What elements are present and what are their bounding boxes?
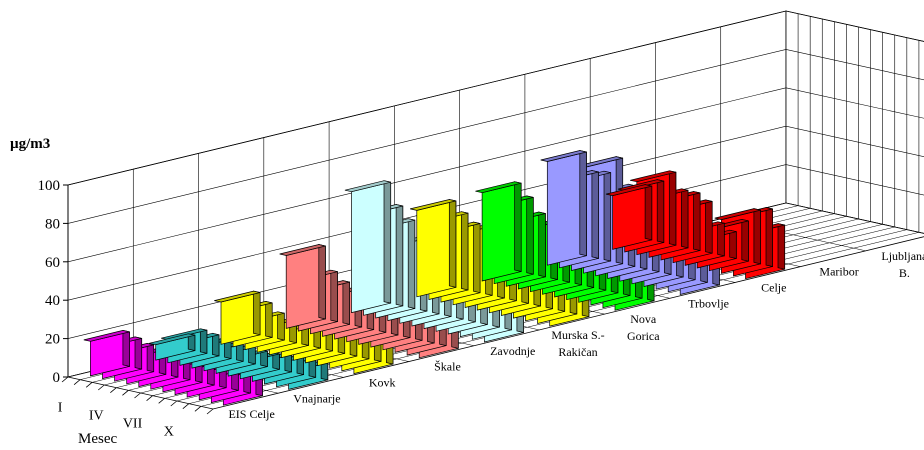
- month-tick-label: VII: [123, 416, 143, 431]
- bar-side: [265, 300, 273, 338]
- month-tick-mark: [97, 384, 105, 391]
- bar-side: [538, 211, 546, 278]
- bar: [605, 184, 653, 250]
- bar-top: [540, 150, 587, 162]
- category-label: Trbovlje: [688, 296, 729, 310]
- bar-top: [83, 330, 130, 342]
- bar-side: [644, 184, 653, 241]
- bar-side: [407, 218, 416, 309]
- month-tick-label: X: [164, 424, 174, 439]
- bar-top: [344, 180, 391, 193]
- bar: [344, 180, 392, 314]
- bar-side: [693, 191, 701, 251]
- category-label: Murska S.-Rakičan: [551, 328, 604, 359]
- bar-side: [395, 204, 404, 307]
- y-tick-label: 100: [38, 178, 61, 194]
- category-label: Maribor: [819, 265, 858, 279]
- month-tick-mark: [194, 406, 202, 412]
- bar-side: [681, 188, 689, 249]
- bar-side: [603, 170, 612, 262]
- bar-side: [777, 223, 786, 270]
- month-tick-mark: [158, 398, 165, 404]
- bar-side: [146, 342, 155, 373]
- bar: [83, 329, 130, 377]
- category-label: Škale: [434, 360, 461, 374]
- bar-side: [526, 195, 534, 275]
- month-tick-mark: [146, 395, 153, 401]
- month-tick-mark: [206, 408, 214, 415]
- category-label: Vnajnarje: [293, 391, 340, 405]
- y-tick-label: 0: [53, 370, 61, 386]
- bar-top: [475, 181, 522, 194]
- bar-side: [729, 229, 737, 259]
- chart-labels: 0 20 40 60 80 100 EIS Celje Vnajnarje Kovk Škale Z…: [38, 178, 924, 439]
- month-tick-mark: [85, 382, 93, 388]
- bar-side: [656, 179, 665, 243]
- x-axis-label: Mesec: [78, 431, 117, 447]
- bar-side: [318, 244, 326, 320]
- bar-side: [717, 221, 725, 257]
- y-tick-label: 80: [45, 216, 60, 232]
- bar-side: [591, 170, 599, 259]
- bar-side: [514, 181, 522, 272]
- chart-bars: [83, 150, 786, 406]
- category-label: Zavodnje: [490, 344, 535, 358]
- bar: [475, 181, 522, 282]
- bar-side: [668, 170, 677, 246]
- y-tick-label: 40: [45, 293, 60, 309]
- category-label: Ljubljana B.: [881, 249, 924, 280]
- bar: [148, 333, 196, 361]
- bar-side: [579, 150, 587, 257]
- bar-side: [342, 280, 350, 325]
- bar-top: [630, 170, 676, 183]
- month-tick-label: I: [58, 400, 63, 415]
- y-axis-label: µg/m3: [10, 136, 50, 152]
- category-label: EIS Celje: [228, 407, 274, 421]
- bar: [540, 150, 587, 266]
- bar-side: [330, 269, 338, 323]
- bar-top: [279, 244, 326, 256]
- bar-side: [277, 311, 285, 341]
- side-wall: [785, 10, 924, 234]
- bar-side: [134, 336, 143, 370]
- bar-side: [741, 218, 749, 262]
- bar-top: [714, 208, 761, 220]
- bar-side: [448, 199, 457, 288]
- month-tick-mark: [110, 387, 117, 393]
- bar-top: [214, 290, 261, 303]
- bar-side: [461, 211, 469, 291]
- bar-side: [765, 207, 773, 267]
- bar-side: [473, 221, 481, 294]
- y-tick-label: 20: [45, 332, 60, 348]
- bar-side: [199, 328, 208, 354]
- category-label: Nova Gorica: [627, 312, 660, 343]
- bar-top: [617, 179, 664, 191]
- month-tick-mark: [134, 392, 141, 399]
- bar-side: [212, 332, 220, 357]
- month-tick-mark: [73, 379, 81, 385]
- month-tick-mark: [170, 400, 178, 407]
- bar-top: [410, 199, 456, 211]
- bar: [410, 199, 457, 298]
- bar-side: [705, 199, 713, 254]
- bar-side: [122, 329, 130, 367]
- bar-side: [253, 290, 261, 336]
- month-tick-mark: [122, 390, 129, 396]
- category-label: Kovk: [369, 375, 396, 389]
- month-tick-mark: [61, 376, 69, 383]
- bar-side: [753, 208, 761, 265]
- y-tick-label: 60: [45, 255, 60, 271]
- bar-side: [383, 180, 392, 304]
- bar-top: [148, 333, 195, 346]
- bar: [279, 244, 326, 329]
- category-label: Celje: [761, 281, 786, 295]
- bar: [214, 290, 261, 345]
- month-tick-label: IV: [89, 408, 104, 423]
- bar-top: [605, 184, 652, 196]
- bar-top: [161, 328, 207, 341]
- month-tick-mark: [182, 403, 190, 409]
